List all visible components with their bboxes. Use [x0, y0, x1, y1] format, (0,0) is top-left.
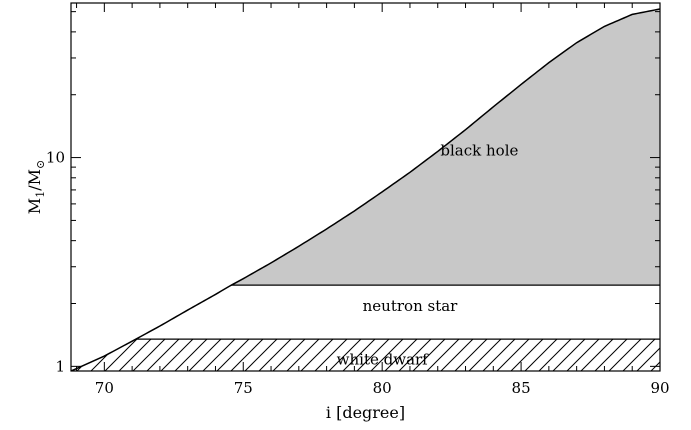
y-axis-title-mid: /M — [25, 169, 44, 191]
mass-function-curve — [71, 8, 660, 371]
white-dwarf-region — [71, 339, 660, 371]
x-tick-label: 75 — [234, 379, 253, 397]
x-axis-title: i [degree] — [326, 403, 405, 422]
x-tick-label: 85 — [512, 379, 531, 397]
x-tick-label: 80 — [373, 379, 392, 397]
black-hole-label: black hole — [440, 142, 518, 160]
x-tick-label: 70 — [95, 379, 114, 397]
white-dwarf-label: white dwarf — [337, 350, 430, 368]
neutron-star-label: neutron star — [363, 297, 459, 315]
x-tick-label: 90 — [650, 379, 669, 397]
y-axis-title-sub2: ⊙ — [34, 160, 47, 169]
y-axis-title: M1/M⊙ — [25, 160, 47, 214]
y-tick-label: 10 — [46, 149, 65, 167]
y-axis-title-main: M — [25, 198, 44, 214]
y-axis-title-sub1: 1 — [34, 191, 47, 198]
plot-frame — [70, 2, 661, 372]
black-hole-region — [231, 9, 660, 286]
y-tick-label: 1 — [55, 357, 65, 375]
axis-ticks: 70 75 80 85 90 1 10 — [46, 3, 670, 397]
